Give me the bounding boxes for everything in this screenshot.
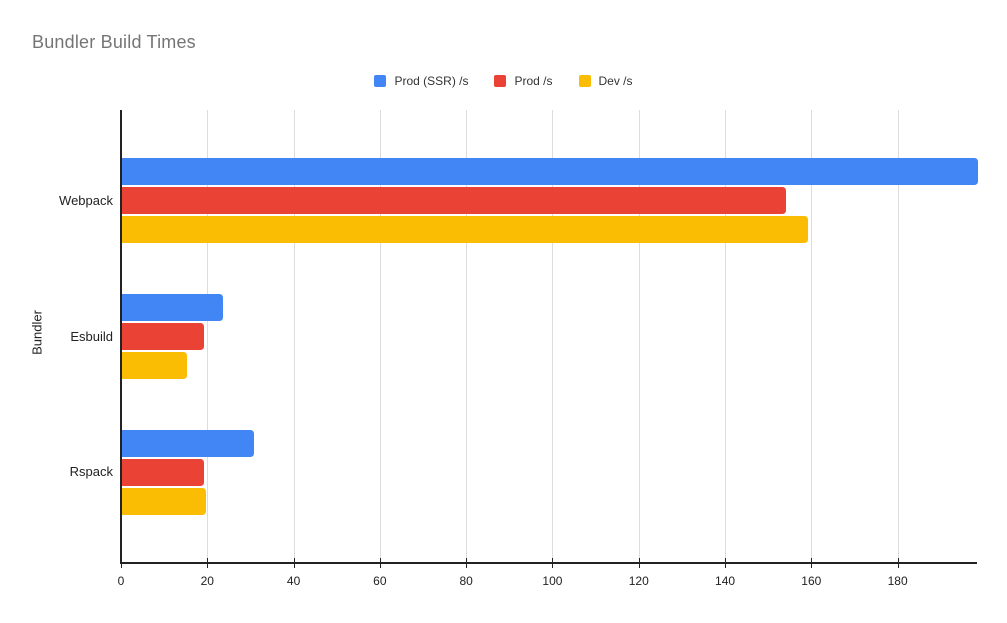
x-tick-40 — [293, 558, 295, 568]
x-tick-label-60: 60 — [373, 574, 387, 588]
chart-title: Bundler Build Times — [32, 32, 196, 52]
y-axis-line — [120, 110, 122, 563]
gridline-160 — [811, 110, 813, 563]
bar-rspack-prod-s[interactable] — [122, 458, 204, 486]
x-tick-label-140: 140 — [715, 574, 736, 588]
gridline-40 — [293, 110, 295, 563]
legend-swatch-icon — [494, 75, 507, 87]
x-tick-label-80: 80 — [459, 574, 473, 588]
x-tick-180 — [897, 558, 899, 568]
category-label-esbuild: Esbuild — [70, 328, 113, 344]
category-label-webpack: Webpack — [59, 192, 113, 208]
bar-webpack-prod-s[interactable] — [122, 187, 787, 215]
legend-label: Dev /s — [598, 74, 633, 88]
x-tick-60 — [379, 558, 381, 568]
x-tick-label-160: 160 — [801, 574, 822, 588]
x-tick-label-20: 20 — [200, 574, 214, 588]
gridline-140 — [725, 110, 727, 563]
legend-label: Prod /s — [514, 74, 553, 88]
x-tick-140 — [725, 558, 727, 568]
gridline-120 — [638, 110, 640, 563]
x-tick-label-40: 40 — [286, 574, 301, 588]
x-tick-label-120: 120 — [628, 574, 649, 588]
bar-webpack-dev-s[interactable] — [122, 216, 809, 244]
legend-swatch-icon — [374, 75, 387, 87]
bar-esbuild-dev-s[interactable] — [122, 352, 188, 379]
x-tick-120 — [638, 558, 640, 568]
x-tick-label-100: 100 — [542, 574, 563, 588]
x-tick-20 — [207, 558, 209, 568]
x-tick-160 — [811, 558, 813, 568]
bar-esbuild-prod-s[interactable] — [122, 323, 204, 350]
category-label-rspack: Rspack — [69, 464, 113, 480]
gridline-60 — [379, 110, 381, 563]
gridline-180 — [897, 110, 899, 563]
bar-rspack-dev-s[interactable] — [122, 487, 207, 515]
x-tick-80 — [466, 558, 468, 568]
x-axis-line — [120, 562, 977, 564]
gridline-80 — [466, 110, 468, 563]
gridline-100 — [552, 110, 554, 563]
legend-item-prod-s[interactable]: Prod /s — [494, 74, 553, 88]
legend-item-dev-s[interactable]: Dev /s — [578, 74, 633, 88]
x-tick-label-0: 0 — [117, 574, 125, 588]
bar-rspack-prod-ssr-s[interactable] — [122, 429, 254, 457]
legend-label: Prod (SSR) /s — [394, 74, 469, 88]
legend-item-prod-ssr-s[interactable]: Prod (SSR) /s — [374, 74, 468, 88]
legend: Prod (SSR) /s Prod /s Dev /s — [0, 74, 1007, 88]
x-tick-0 — [121, 558, 122, 568]
x-tick-label-180: 180 — [887, 574, 908, 588]
x-tick-100 — [552, 558, 554, 568]
bar-esbuild-prod-ssr-s[interactable] — [122, 294, 223, 321]
bar-webpack-prod-ssr-s[interactable] — [122, 158, 978, 186]
gridline-20 — [207, 110, 209, 563]
plot-area — [120, 110, 978, 564]
legend-swatch-icon — [578, 75, 591, 87]
